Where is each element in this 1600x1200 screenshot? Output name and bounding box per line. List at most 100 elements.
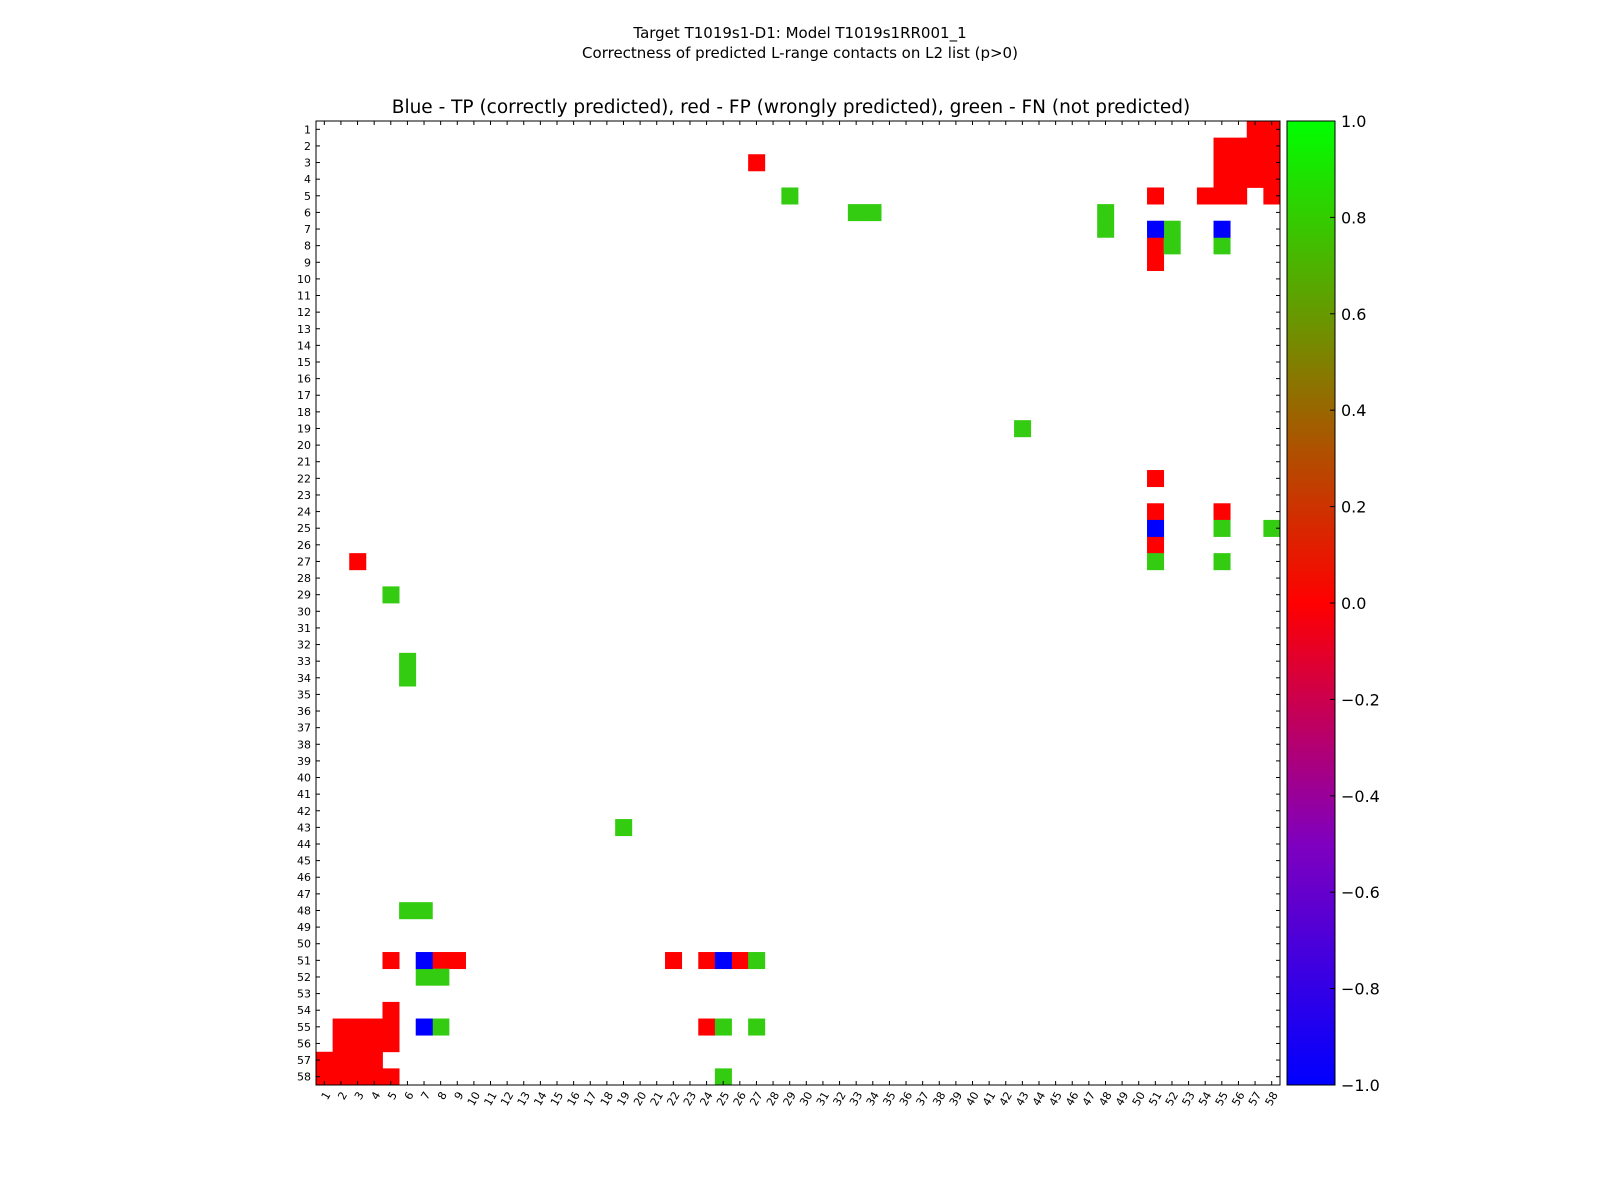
cell-fn-27-51 xyxy=(1147,553,1165,571)
y-tick-label-9: 9 xyxy=(304,256,311,269)
cell-fp-5-51 xyxy=(1147,187,1165,205)
cell-fn-8-55 xyxy=(1213,237,1231,255)
cell-fp-3-56 xyxy=(1230,154,1248,172)
x-tick-label-22: 22 xyxy=(664,1089,682,1108)
y-tick-label-11: 11 xyxy=(297,290,311,303)
x-tick-label-5: 5 xyxy=(385,1089,400,1102)
x-tick-label-58: 58 xyxy=(1263,1090,1281,1109)
cell-fp-2-55 xyxy=(1213,137,1231,155)
plot-title: Blue - TP (correctly predicted), red - F… xyxy=(392,97,1191,118)
cell-fp-56-4 xyxy=(365,1035,383,1053)
cell-fp-54-5 xyxy=(382,1001,400,1019)
y-tick-label-45: 45 xyxy=(297,855,311,868)
cell-fn-27-55 xyxy=(1213,553,1231,571)
x-tick-label-45: 45 xyxy=(1047,1089,1065,1108)
y-tick-label-47: 47 xyxy=(297,888,311,901)
cell-fp-58-4 xyxy=(365,1068,383,1086)
y-tick-label-41: 41 xyxy=(297,788,311,801)
cell-fp-3-58 xyxy=(1263,154,1281,172)
x-tick-label-13: 13 xyxy=(515,1090,533,1109)
x-tick-label-56: 56 xyxy=(1229,1090,1247,1109)
cell-fn-55-25 xyxy=(714,1018,732,1036)
x-tick-label-42: 42 xyxy=(997,1090,1015,1109)
y-tick-label-43: 43 xyxy=(297,821,311,834)
cell-fp-1-58 xyxy=(1263,121,1281,139)
x-tick-label-39: 39 xyxy=(947,1090,965,1109)
y-tick-label-44: 44 xyxy=(297,838,311,851)
y-tick-label-37: 37 xyxy=(297,722,311,735)
cell-fn-51-27 xyxy=(748,952,766,970)
colorbar-tick-label-8: −0.6 xyxy=(1341,883,1380,902)
y-tick-label-57: 57 xyxy=(297,1054,311,1067)
x-tick-label-4: 4 xyxy=(369,1089,384,1102)
x-tick-label-43: 43 xyxy=(1013,1090,1031,1109)
cell-fp-51-24 xyxy=(698,952,716,970)
cell-fp-5-58 xyxy=(1263,187,1281,205)
y-axis: 1234567891011121314151617181920212223242… xyxy=(297,123,1280,1084)
cell-fn-34-6 xyxy=(399,669,417,687)
x-tick-label-41: 41 xyxy=(980,1090,998,1109)
y-tick-label-35: 35 xyxy=(297,688,311,701)
x-tick-label-44: 44 xyxy=(1030,1090,1048,1109)
y-tick-label-40: 40 xyxy=(297,772,311,785)
y-tick-label-29: 29 xyxy=(297,589,311,602)
cell-fp-4-55 xyxy=(1213,170,1231,188)
x-tick-label-33: 33 xyxy=(847,1089,865,1108)
plot-frame xyxy=(315,120,1281,1086)
y-tick-label-6: 6 xyxy=(304,206,311,219)
y-tick-label-34: 34 xyxy=(297,672,311,685)
cell-fp-3-55 xyxy=(1213,154,1231,172)
x-tick-label-9: 9 xyxy=(452,1090,467,1103)
colorbar-tick-label-7: −0.4 xyxy=(1341,787,1380,806)
cell-fp-8-51 xyxy=(1147,237,1165,255)
x-tick-label-49: 49 xyxy=(1113,1089,1131,1108)
cell-fp-26-51 xyxy=(1147,536,1165,554)
cell-fn-7-52 xyxy=(1163,220,1181,238)
cell-fn-58-25 xyxy=(714,1068,732,1086)
colorbar-tick-label-1: 0.8 xyxy=(1341,208,1366,227)
x-tick-label-31: 31 xyxy=(814,1089,832,1108)
cell-fp-3-57 xyxy=(1246,154,1264,172)
cell-tp-51-25 xyxy=(714,952,732,970)
cell-fp-51-5 xyxy=(382,952,400,970)
x-tick-label-26: 26 xyxy=(731,1090,749,1109)
cell-fp-55-4 xyxy=(365,1018,383,1036)
x-axis: 1 2 3 4 5 6 7 8 91011121314151617181920212223242… xyxy=(319,121,1281,1108)
y-tick-label-17: 17 xyxy=(297,389,311,402)
x-tick-label-12: 12 xyxy=(498,1090,516,1109)
colorbar-tick-label-0: 1.0 xyxy=(1341,112,1366,131)
y-tick-label-51: 51 xyxy=(297,954,311,967)
cell-fn-29-5 xyxy=(382,586,400,604)
cell-fp-51-22 xyxy=(665,952,683,970)
y-tick-label-46: 46 xyxy=(297,871,311,884)
x-tick-label-50: 50 xyxy=(1130,1089,1148,1108)
y-tick-label-55: 55 xyxy=(297,1021,311,1034)
cell-fp-9-51 xyxy=(1147,253,1165,271)
colorbar-tick-label-5: 0.0 xyxy=(1341,594,1366,613)
cell-fp-2-58 xyxy=(1263,137,1281,155)
y-tick-label-3: 3 xyxy=(304,157,311,170)
colorbar-tick-label-9: −0.8 xyxy=(1341,980,1380,999)
cell-fp-2-56 xyxy=(1230,137,1248,155)
cell-fp-55-3 xyxy=(349,1018,367,1036)
cell-fp-57-4 xyxy=(365,1051,383,1069)
y-tick-label-27: 27 xyxy=(297,555,311,568)
cell-fp-56-2 xyxy=(332,1035,350,1053)
colorbar-tick-label-4: 0.2 xyxy=(1341,498,1366,517)
x-tick-label-53: 53 xyxy=(1180,1090,1198,1109)
y-tick-label-58: 58 xyxy=(297,1071,311,1084)
cell-fp-55-5 xyxy=(382,1018,400,1036)
cell-fp-56-5 xyxy=(382,1035,400,1053)
y-tick-label-38: 38 xyxy=(297,738,311,751)
y-tick-label-14: 14 xyxy=(297,339,311,352)
x-tick-label-24: 24 xyxy=(698,1090,716,1109)
y-tick-label-2: 2 xyxy=(304,140,311,153)
y-tick-label-12: 12 xyxy=(297,306,311,319)
cell-tp-7-55 xyxy=(1213,220,1231,238)
y-tick-label-36: 36 xyxy=(297,705,311,718)
cell-tp-25-51 xyxy=(1147,519,1165,537)
x-tick-label-10: 10 xyxy=(465,1090,483,1109)
y-tick-label-42: 42 xyxy=(297,805,311,818)
x-tick-label-14: 14 xyxy=(531,1090,549,1109)
x-tick-label-54: 54 xyxy=(1196,1090,1214,1109)
